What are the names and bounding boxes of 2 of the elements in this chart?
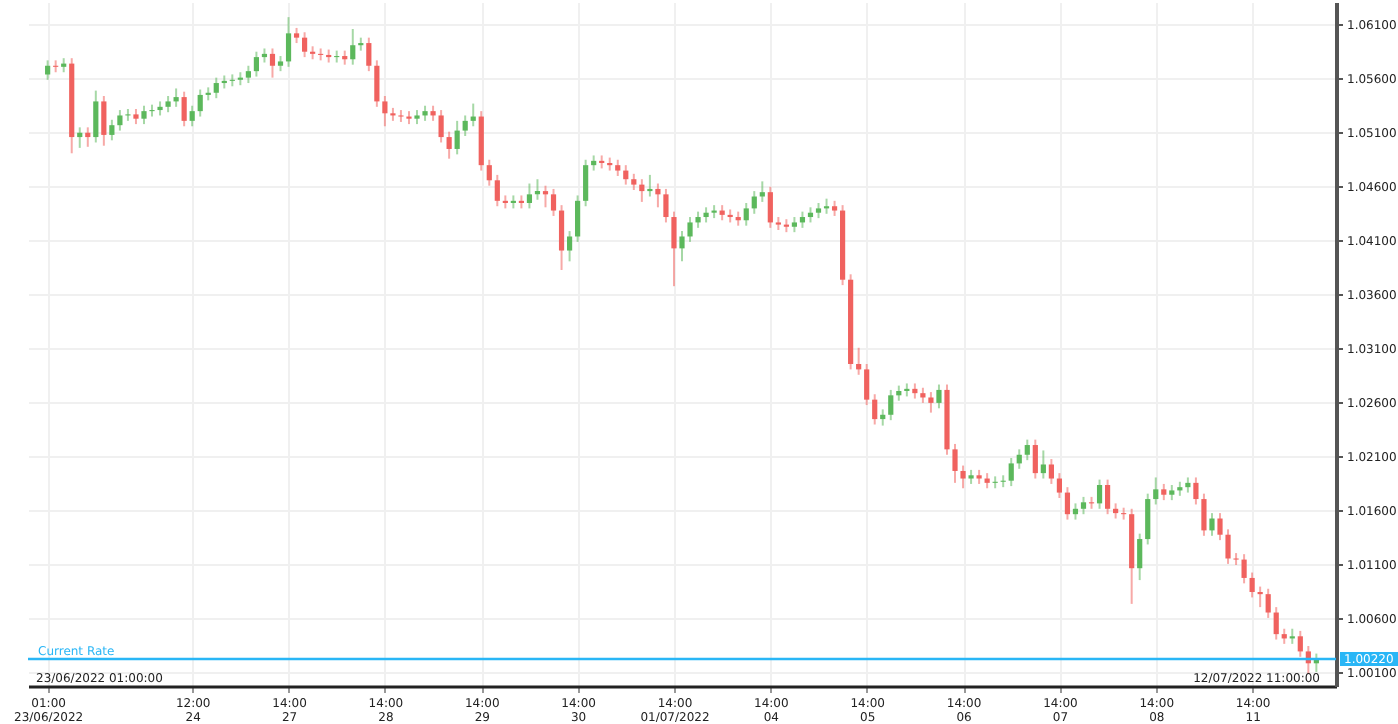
candlestick <box>125 107 131 122</box>
candlestick <box>149 103 155 118</box>
